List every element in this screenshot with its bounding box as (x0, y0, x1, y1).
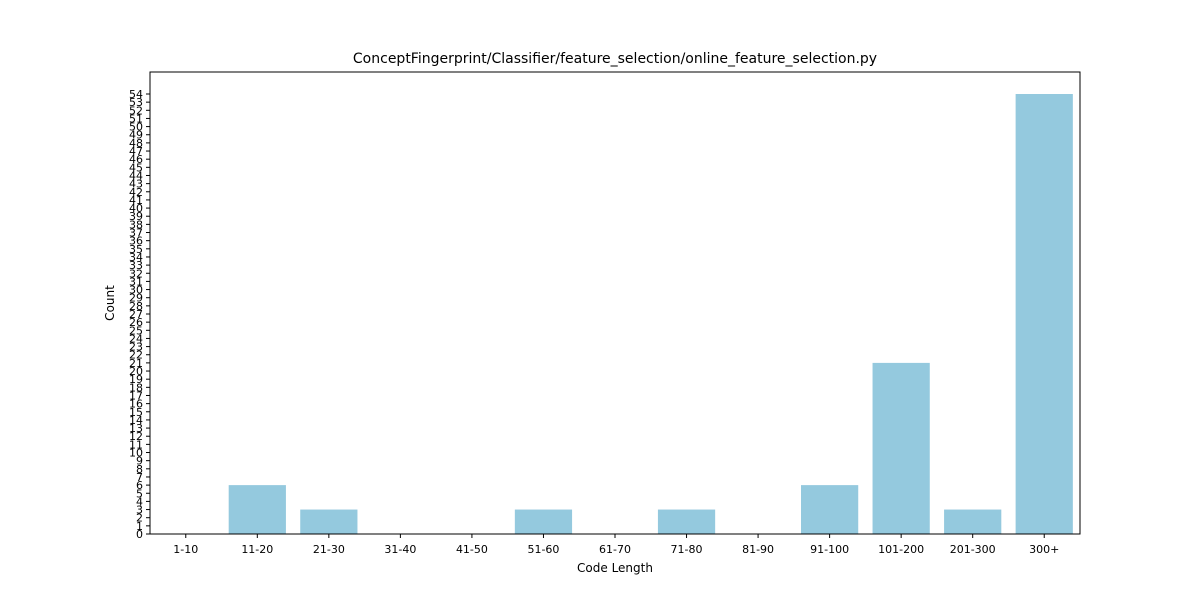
y-tick-label: 46 (129, 153, 143, 166)
x-tick-label: 71-80 (671, 543, 703, 556)
y-tick-label: 16 (129, 398, 143, 411)
bar-11-20 (228, 485, 286, 534)
y-tick-label: 47 (129, 145, 143, 158)
bars-layer (228, 94, 1073, 534)
y-tick-label: 42 (129, 186, 143, 199)
y-tick-label: 45 (129, 161, 143, 174)
y-tick-label: 29 (129, 292, 143, 305)
bar-51-60 (514, 509, 573, 534)
chart-title: ConceptFingerprint/Classifier/feature_se… (353, 51, 877, 67)
y-tick-label: 36 (129, 235, 143, 248)
y-tick-label: 20 (129, 365, 143, 378)
y-tick-label: 10 (129, 447, 143, 460)
y-tick-label: 37 (129, 227, 143, 240)
x-tick-label: 31-40 (384, 543, 416, 556)
y-tick-label: 43 (129, 178, 143, 191)
y-tick-label: 17 (129, 389, 143, 402)
y-tick-label: 39 (129, 210, 143, 223)
y-tick-label: 35 (129, 243, 143, 256)
y-tick-label: 53 (129, 96, 143, 109)
x-tick-label: 11-20 (241, 543, 273, 556)
y-tick-label: 50 (129, 121, 143, 134)
y-tick-label: 15 (129, 406, 143, 419)
x-tick-label: 101-200 (878, 543, 924, 556)
y-tick-label: 7 (136, 471, 143, 484)
y-tick-label: 14 (129, 414, 143, 427)
y-tick-label: 25 (129, 324, 143, 337)
x-tick-label: 91-100 (810, 543, 849, 556)
y-tick-label: 9 (136, 455, 143, 468)
y-axis-label: Count (103, 285, 117, 321)
y-tick-label: 32 (129, 267, 143, 280)
y-tick-label: 23 (129, 341, 143, 354)
y-tick-label: 38 (129, 218, 143, 231)
y-tick-label: 2 (136, 512, 143, 525)
y-tick-label: 54 (129, 88, 143, 101)
bar-300+ (1015, 94, 1073, 534)
y-tick-label: 52 (129, 104, 143, 117)
y-tick-label: 3 (136, 504, 143, 517)
y-tick-label: 41 (129, 194, 143, 207)
y-tick-label: 11 (129, 438, 143, 451)
x-tick-label: 300+ (1029, 543, 1059, 556)
y-tick-label: 8 (136, 463, 143, 476)
y-tick-label: 48 (129, 137, 143, 150)
y-tick-label: 13 (129, 422, 143, 435)
y-tick-label: 5 (136, 487, 143, 500)
y-tick-label: 4 (136, 495, 143, 508)
y-tick-label: 30 (129, 284, 143, 297)
x-tick-label: 41-50 (456, 543, 488, 556)
y-tick-label: 40 (129, 202, 143, 215)
y-tick-label: 24 (129, 332, 143, 345)
y-tick-label: 27 (129, 308, 143, 321)
bar-21-30 (300, 509, 358, 534)
y-tick-label: 44 (129, 169, 143, 182)
bar-71-80 (657, 509, 716, 534)
x-tick-label: 201-300 (950, 543, 996, 556)
x-tick-label: 1-10 (173, 543, 198, 556)
bar-91-100 (801, 485, 859, 534)
bar-101-200 (872, 362, 930, 534)
x-tick-label: 21-30 (313, 543, 345, 556)
y-tick-label: 31 (129, 275, 143, 288)
y-tick-label: 51 (129, 112, 143, 125)
y-tick-label: 0 (136, 528, 143, 541)
x-axis-label: Code Length (577, 561, 653, 575)
y-tick-label: 19 (129, 373, 143, 386)
bar-201-300 (944, 509, 1002, 534)
y-tick-label: 49 (129, 129, 143, 142)
y-tick-label: 18 (129, 381, 143, 394)
ticks-layer: 1-10 11-20 21-30 31-40 41-50 51-60 61-70 71-80 8… (129, 88, 1059, 556)
y-tick-label: 26 (129, 316, 143, 329)
y-tick-label: 1 (136, 520, 143, 533)
y-tick-label: 12 (129, 430, 143, 443)
x-tick-label: 81-90 (742, 543, 774, 556)
y-tick-label: 21 (129, 357, 143, 370)
y-tick-label: 33 (129, 259, 143, 272)
y-tick-label: 28 (129, 300, 143, 313)
x-tick-label: 61-70 (599, 543, 631, 556)
y-tick-label: 6 (136, 479, 143, 492)
y-tick-label: 34 (129, 251, 143, 264)
x-tick-label: 51-60 (527, 543, 559, 556)
y-tick-label: 22 (129, 349, 143, 362)
plot-frame (149, 71, 1081, 535)
